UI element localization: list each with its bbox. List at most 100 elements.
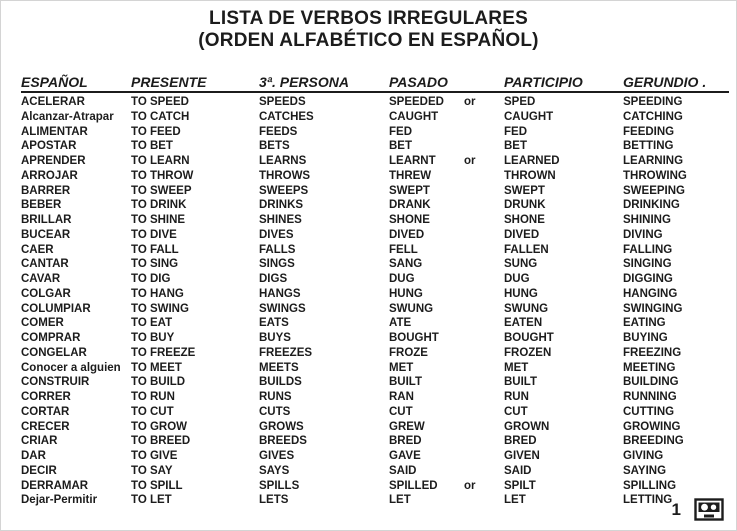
verb-table: ESPAÑOL PRESENTE 3ª. PERSONA PASADO PART…	[21, 72, 729, 508]
cell-espanol: DECIR	[21, 464, 57, 477]
cell-pasado: SWUNG	[389, 302, 434, 315]
cell-presente: TO THROW	[131, 169, 194, 182]
cell-or-conjunction	[464, 493, 504, 508]
table-header-row: ESPAÑOL PRESENTE 3ª. PERSONA PASADO PART…	[21, 72, 729, 93]
cell-or-conjunction	[464, 375, 504, 390]
cell-tercera-persona: SWEEPS	[259, 184, 309, 197]
table-row: DAR TO GIVE GIVES GAVE GIVEN GIVING	[21, 449, 729, 464]
cell-gerundio: GROWING	[623, 420, 681, 433]
cell-tercera-persona: SHINES	[259, 214, 302, 226]
cell-pasado: ATE	[389, 317, 412, 330]
cell-espanol: COMPRAR	[21, 332, 81, 344]
cell-espanol: CORRER	[21, 391, 71, 403]
cell-tercera-persona: HANGS	[259, 287, 301, 300]
cell-espanol: BARRER	[21, 184, 71, 197]
cell-tercera-persona: DRINKS	[259, 199, 304, 212]
table-row: BUCEAR TO DIVE DIVES DIVED DIVED DIVING	[21, 228, 729, 243]
cell-espanol: CAVAR	[21, 273, 61, 285]
cell-tercera-persona: DIVES	[259, 228, 294, 241]
table-row: Conocer a alguien TO MEET MEETS MET MET …	[21, 361, 729, 376]
cell-pasado: DUG	[389, 273, 415, 285]
table-row: Alcanzar-Atrapar TO CATCH CATCHES CAUGHT…	[21, 110, 729, 125]
cell-gerundio: FEEDING	[623, 125, 675, 138]
table-row: COLUMPIAR TO SWING SWINGS SWUNG SWUNG SW…	[21, 302, 729, 317]
cell-presente: TO BUY	[131, 332, 175, 344]
header-gerundio: GERUNDIO .	[623, 74, 707, 90]
cell-presente: TO FALL	[131, 243, 179, 256]
cell-participio: SAID	[504, 464, 532, 477]
cell-espanol: COMER	[21, 317, 64, 330]
table-row: ALIMENTAR TO FEED FEEDS FED FED FEEDING	[21, 125, 729, 140]
cell-participio: BRED	[504, 435, 537, 448]
cell-gerundio: SAYING	[623, 464, 667, 477]
cell-espanol: DAR	[21, 450, 46, 462]
cell-gerundio: BUILDING	[623, 376, 679, 389]
cell-participio: FED	[504, 125, 527, 138]
cell-tercera-persona: FEEDS	[259, 125, 298, 138]
cell-participio: RUN	[504, 391, 529, 403]
table-row: ARROJAR TO THROW THROWS THREW THROWN THR…	[21, 169, 729, 184]
cell-gerundio: SPEEDING	[623, 96, 683, 108]
cell-participio: BET	[504, 140, 527, 153]
cell-pasado: SHONE	[389, 214, 430, 226]
cell-tercera-persona: BUYS	[259, 332, 291, 344]
cell-tercera-persona: BUILDS	[259, 376, 302, 389]
cell-presente: TO LET	[131, 494, 172, 507]
cell-or-conjunction	[464, 302, 504, 317]
cell-or-conjunction	[464, 125, 504, 140]
cell-participio: DRUNK	[504, 199, 546, 212]
cell-gerundio: CATCHING	[623, 110, 683, 123]
table-row: CAER TO FALL FALLS FELL FALLEN FALLING	[21, 243, 729, 258]
cell-participio: FALLEN	[504, 243, 549, 256]
cell-participio: DIVED	[504, 228, 540, 241]
cell-participio: GIVEN	[504, 450, 540, 462]
cell-or-conjunction	[464, 390, 504, 405]
cell-tercera-persona: DIGS	[259, 273, 288, 285]
cell-espanol: CRECER	[21, 420, 70, 433]
cell-pasado: DIVED	[389, 228, 425, 241]
cell-or-conjunction	[464, 331, 504, 346]
cell-espanol: ALIMENTAR	[21, 125, 88, 138]
cell-participio: LEARNED	[504, 155, 560, 167]
cell-or-conjunction	[464, 287, 504, 302]
title-line-2: (ORDEN ALFABÉTICO EN ESPAÑOL)	[198, 30, 539, 51]
cell-pasado: GREW	[389, 420, 425, 433]
cell-pasado: SWEPT	[389, 184, 430, 197]
table-row: CRIAR TO BREED BREEDS BRED BRED BREEDING	[21, 434, 729, 449]
cell-participio: DUG	[504, 273, 530, 285]
cell-pasado: BET	[389, 140, 412, 153]
cell-pasado: LEARNT	[389, 155, 436, 167]
cell-gerundio: FREEZING	[623, 346, 682, 359]
cell-gerundio: SHINING	[623, 214, 671, 226]
cell-espanol: BRILLAR	[21, 214, 72, 226]
cell-pasado: FED	[389, 125, 412, 138]
cell-gerundio: RUNNING	[623, 391, 677, 403]
cell-tercera-persona: MEETS	[259, 361, 299, 374]
cell-presente: TO FEED	[131, 125, 181, 138]
cell-gerundio: HANGING	[623, 287, 678, 300]
table-row: APOSTAR TO BET BETS BET BET BETTING	[21, 139, 729, 154]
cell-pasado: SANG	[389, 258, 423, 271]
cell-pasado: CUT	[389, 405, 413, 418]
cell-pasado: FROZE	[389, 346, 428, 359]
header-espanol: ESPAÑOL	[21, 74, 88, 90]
cell-tercera-persona: CATCHES	[259, 110, 314, 123]
cell-or-conjunction	[464, 449, 504, 464]
table-row: COLGAR TO HANG HANGS HUNG HUNG HANGING	[21, 287, 729, 302]
cell-tercera-persona: SWINGS	[259, 302, 306, 315]
cell-participio: EATEN	[504, 317, 543, 330]
cell-espanol: COLGAR	[21, 287, 71, 300]
cell-or-conjunction	[464, 110, 504, 125]
cell-tercera-persona: GROWS	[259, 420, 304, 433]
cell-tercera-persona: RUNS	[259, 391, 292, 403]
table-row: CORTAR TO CUT CUTS CUT CUT CUTTING	[21, 405, 729, 420]
cell-participio: CUT	[504, 405, 528, 418]
cell-presente: TO GIVE	[131, 450, 178, 462]
cell-or-conjunction	[464, 346, 504, 361]
cell-gerundio: CUTTING	[623, 405, 675, 418]
cell-presente: TO SHINE	[131, 214, 186, 226]
cell-gerundio: THROWING	[623, 169, 687, 182]
cell-or-conjunction: or	[464, 479, 476, 492]
cell-gerundio: DIGGING	[623, 273, 673, 285]
cell-espanol: CORTAR	[21, 405, 70, 418]
